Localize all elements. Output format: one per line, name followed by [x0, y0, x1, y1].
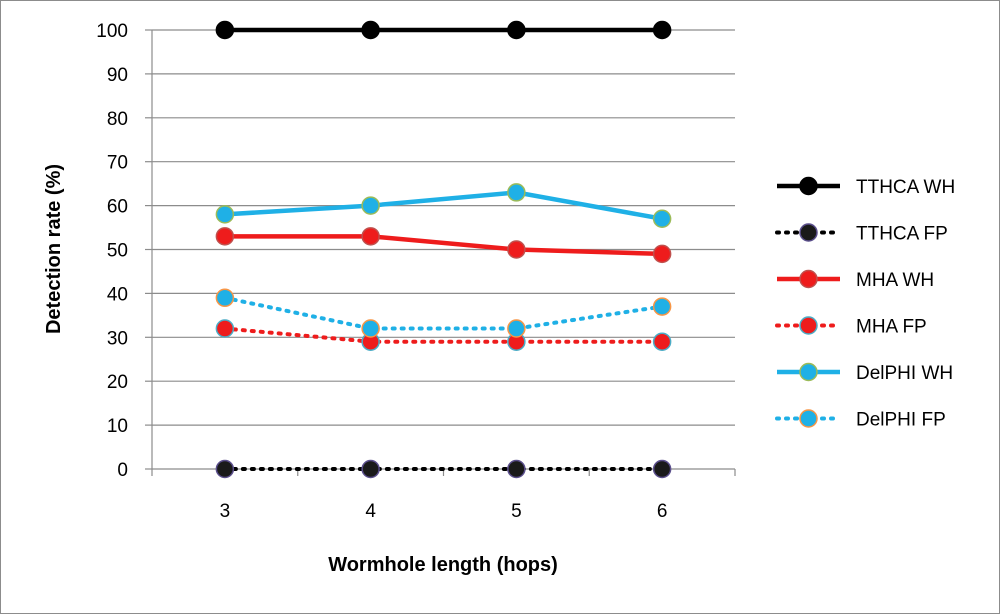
x-axis-title: Wormhole length (hops)	[328, 554, 558, 576]
series-tthca-fp	[215, 459, 672, 479]
y-tick-label: 70	[107, 153, 128, 174]
gridlines	[152, 29, 735, 426]
legend-entry: MHA FP	[775, 316, 927, 338]
data-point	[652, 297, 672, 316]
series-line	[224, 234, 663, 257]
legend-marker	[799, 176, 818, 196]
y-tick-label: 10	[107, 416, 128, 437]
y-tick-labels: 0 10 20 30 40 50 60 70 80 90 100	[96, 21, 128, 481]
data-point	[652, 332, 672, 351]
y-tick-label: 60	[107, 197, 128, 218]
x-tick-labels: 3 4 5 6	[220, 501, 668, 522]
legend: TTHCA WH TTHCA FP MHA WH MHA FP DelPHI WH Del…	[775, 176, 955, 431]
legend-label: DelPHI WH	[856, 363, 953, 384]
legend-entry: TTHCA WH	[777, 176, 955, 198]
y-tick-label: 0	[117, 460, 128, 481]
series-tthca-wh	[215, 20, 672, 40]
x-tick-label: 6	[657, 501, 668, 522]
legend-label: TTHCA WH	[856, 177, 955, 198]
legend-entry: DelPHI FP	[775, 409, 946, 431]
legend-marker	[799, 223, 818, 242]
legend-entry: DelPHI WH	[777, 362, 953, 384]
y-axis-title: Detection rate (%)	[43, 164, 65, 334]
legend-entry: MHA WH	[777, 269, 934, 291]
legend-label: TTHCA FP	[856, 224, 948, 245]
y-tick-label: 90	[107, 65, 128, 86]
x-tick-label: 5	[511, 501, 522, 522]
data-point	[652, 209, 672, 229]
data-point	[215, 319, 235, 338]
legend-label: DelPHI FP	[856, 410, 946, 431]
data-point	[507, 183, 526, 202]
y-tick-label: 20	[107, 372, 128, 393]
series-line	[224, 190, 663, 221]
legend-marker	[799, 316, 818, 335]
data-point	[652, 459, 672, 479]
data-point	[215, 459, 235, 479]
series-delphi-wh	[215, 183, 672, 229]
data-point	[361, 196, 380, 215]
data-point	[215, 20, 235, 40]
series-line	[222, 326, 665, 344]
data-point	[215, 205, 235, 224]
y-tick-label: 40	[107, 284, 128, 305]
series-mha-fp	[215, 319, 672, 351]
legend-marker	[799, 269, 818, 289]
x-tick-label: 4	[365, 501, 376, 522]
data-point	[215, 227, 235, 246]
data-point	[507, 20, 526, 40]
series-line	[222, 295, 665, 331]
legend-marker	[799, 362, 818, 382]
legend-label: MHA FP	[856, 317, 927, 338]
legend-label: MHA WH	[856, 270, 934, 291]
legend-marker	[799, 409, 818, 428]
y-tick-label: 80	[107, 109, 128, 130]
legend-entry: TTHCA FP	[775, 223, 948, 245]
y-tick-label: 50	[107, 241, 128, 262]
series-group	[215, 20, 672, 479]
series-mha-wh	[215, 227, 672, 264]
series-delphi-fp	[215, 288, 672, 338]
data-point	[507, 459, 526, 479]
data-point	[361, 227, 380, 246]
data-point	[361, 20, 380, 40]
y-tick-label: 100	[96, 21, 128, 42]
data-point	[215, 288, 235, 308]
x-tick-label: 3	[220, 501, 231, 522]
data-point	[507, 319, 526, 338]
data-point	[652, 20, 672, 40]
data-point	[361, 459, 380, 479]
y-tick-label: 30	[107, 328, 128, 349]
data-point	[652, 244, 672, 264]
data-point	[507, 240, 526, 259]
data-point	[361, 319, 380, 338]
